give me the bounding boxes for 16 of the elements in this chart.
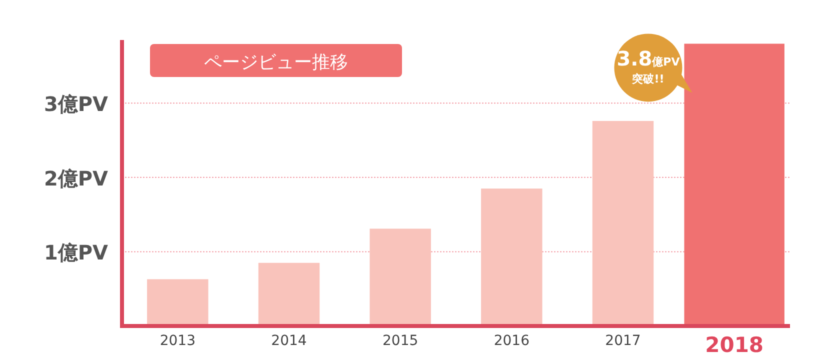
bar [370,228,431,326]
y-tick-label: 3億PV [44,92,109,116]
x-tick-label: 2016 [494,333,530,349]
text: ページビュー推移 [204,52,348,73]
x-tick-label: 2018 [705,333,764,357]
x-tick-label: 2013 [160,333,196,349]
y-tick-label: 2億PV [44,166,109,190]
bar [147,279,208,326]
x-tick-label: 2017 [605,333,641,349]
x-tick-label: 2014 [271,333,307,349]
x-tick-label: 2015 [382,333,418,349]
bar [258,262,320,326]
bar [481,188,542,326]
bar [592,120,654,326]
y-tick-label: 1億PV [44,240,109,265]
annotation: 3.8億PV突破!! [616,46,680,86]
